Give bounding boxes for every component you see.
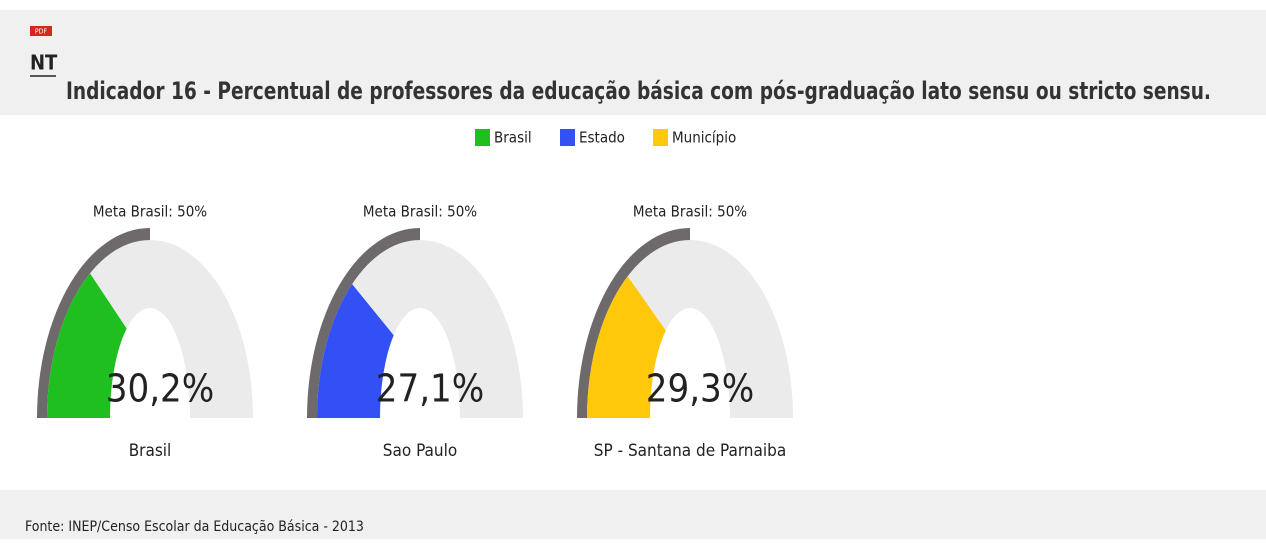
legend-swatch xyxy=(653,129,668,146)
header-band xyxy=(0,10,1266,115)
title: Indicador 16 - Percentual de professores… xyxy=(66,77,1211,105)
value-label: 30,2% xyxy=(106,367,215,411)
target-arc xyxy=(577,228,690,418)
value-label: 29,3% xyxy=(646,367,755,411)
target-arc xyxy=(307,228,420,418)
target-label: Meta Brasil: 50% xyxy=(633,203,747,221)
pdf-badge-text: PDF xyxy=(35,28,48,36)
legend-swatch xyxy=(475,129,490,146)
legend-label: Município xyxy=(672,129,736,147)
value-label: 27,1% xyxy=(376,367,485,411)
gauge-label: SP - Santana de Parnaiba xyxy=(594,441,786,461)
nt-icon: NT xyxy=(30,51,58,75)
gauge-value xyxy=(317,284,394,418)
gauge-value xyxy=(47,273,127,418)
gauge-value xyxy=(587,276,666,418)
target-label: Meta Brasil: 50% xyxy=(363,203,477,221)
legend-swatch xyxy=(560,129,575,146)
legend-label: Estado xyxy=(579,129,625,147)
target-arc xyxy=(37,228,150,418)
footer-band xyxy=(0,490,1266,539)
target-label: Meta Brasil: 50% xyxy=(93,203,207,221)
legend-label: Brasil xyxy=(494,129,532,147)
gauge-label: Sao Paulo xyxy=(383,441,457,461)
gauge-label: Brasil xyxy=(129,441,172,461)
pdf-badge xyxy=(30,26,52,36)
footer: Fonte: INEP/Censo Escolar da Educação Bá… xyxy=(25,519,364,535)
